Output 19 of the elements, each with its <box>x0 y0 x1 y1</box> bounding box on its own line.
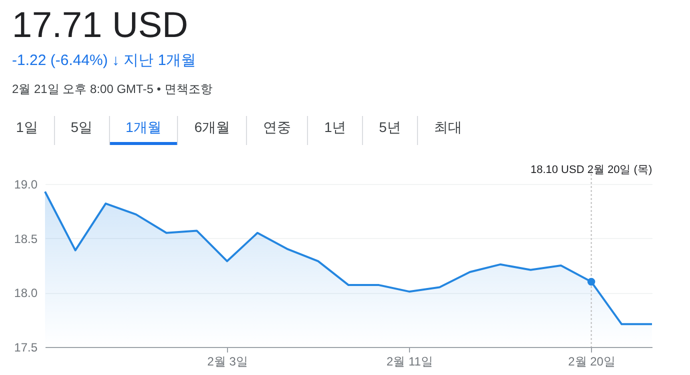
chart-subtitle: -1.22 (-6.44%) ↓ 지난 1개월 <box>12 51 196 70</box>
text: 1일 <box>0 116 55 145</box>
text: 2월 21일 오후 8:00 GMT-5 • 면책조항 <box>12 81 212 98</box>
x-tick-label: 2월 20일 <box>568 354 616 368</box>
y-tick-label: 18.5 <box>14 232 38 246</box>
text: 5년 <box>362 116 418 145</box>
text: 1년 <box>308 116 363 145</box>
x-tick-label: 2월 11일 <box>386 354 433 368</box>
text: 최대 <box>432 118 463 137</box>
y-tick-label: 19.0 <box>14 178 38 192</box>
y-tick-label: 18.0 <box>14 286 38 300</box>
text: 5일 <box>54 116 110 145</box>
x-tick-label: 2월 3일 <box>207 354 248 368</box>
text: 1개월 <box>110 116 178 145</box>
y-tick-label: 17.5 <box>14 340 38 354</box>
text: 18.10 USD 2월 20일 (목) <box>530 164 652 176</box>
text: 연중 <box>247 116 308 145</box>
text: 6개월 <box>178 116 248 145</box>
chart-title: 17.71 USD <box>12 4 188 46</box>
